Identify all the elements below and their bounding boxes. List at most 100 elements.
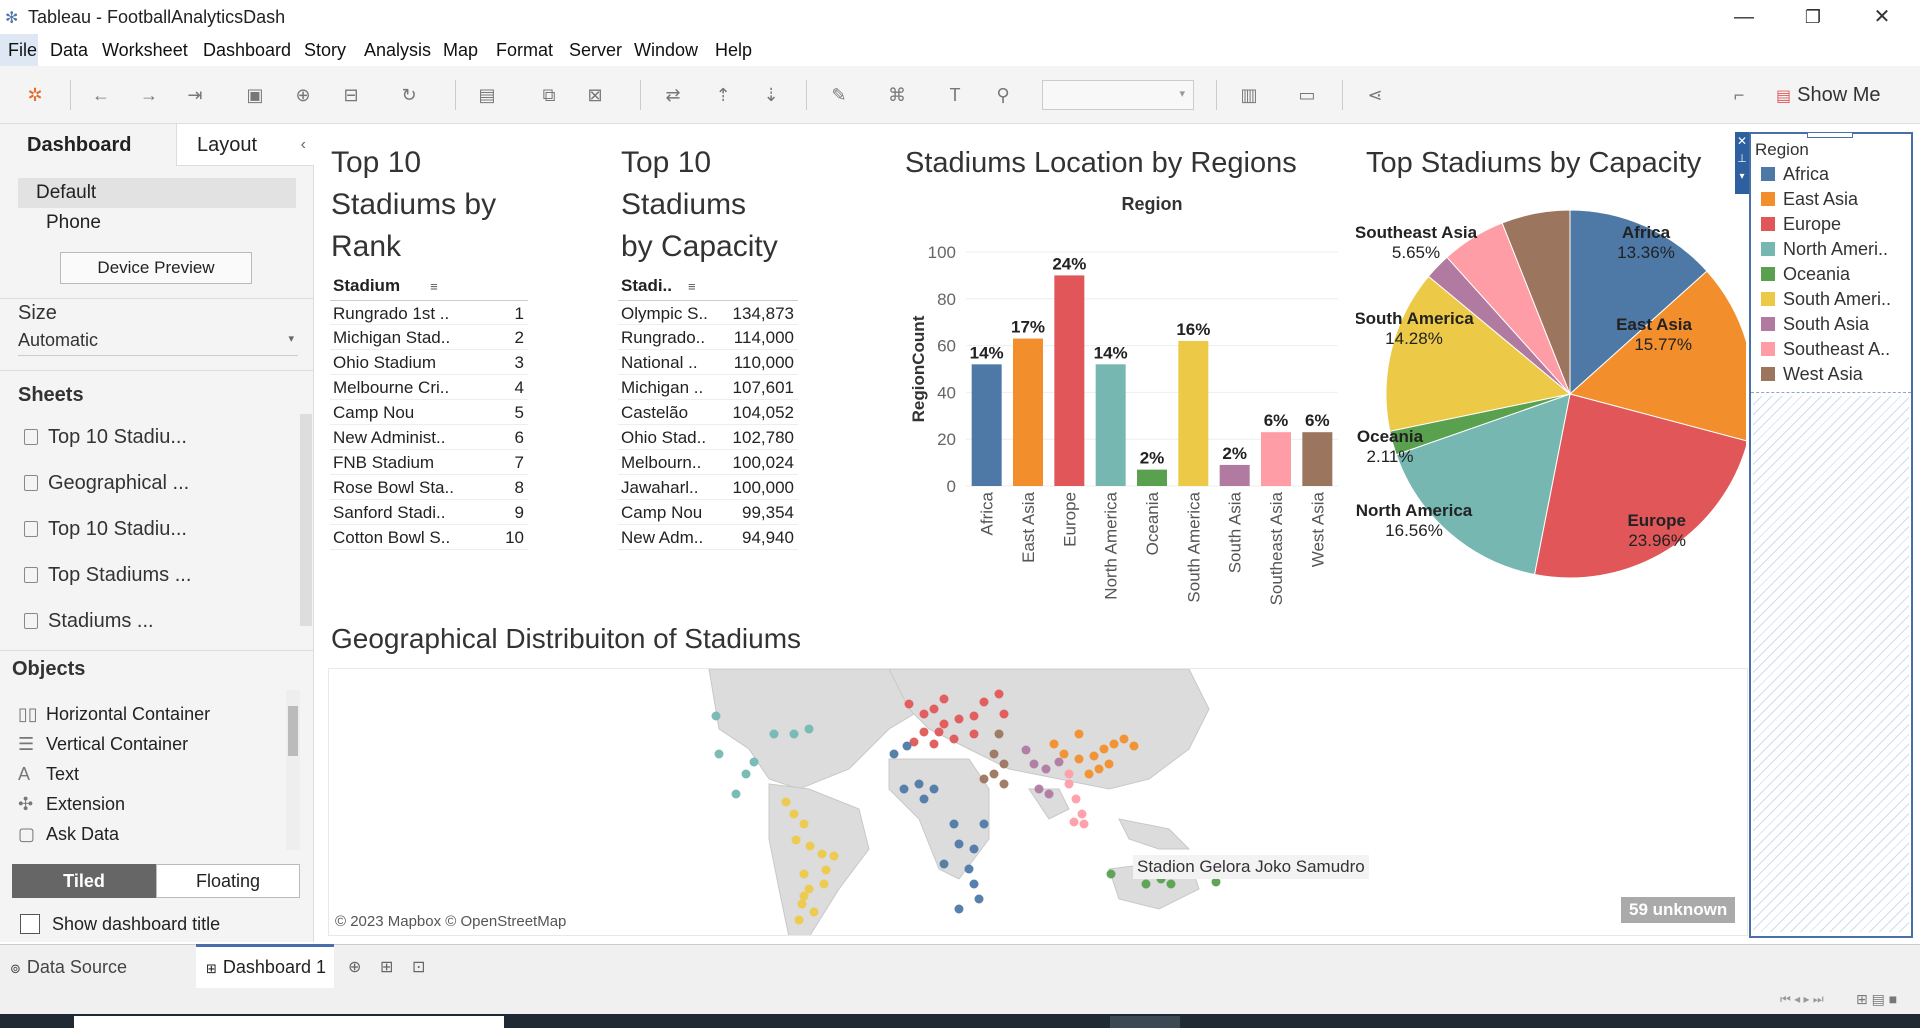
highlight-icon[interactable]: ✎ xyxy=(831,85,847,105)
legend-item[interactable]: Oceania xyxy=(1761,264,1850,285)
stadium-point[interactable] xyxy=(1141,879,1151,889)
stadium-point[interactable] xyxy=(979,697,989,707)
stadium-point[interactable] xyxy=(1044,789,1054,799)
stadium-point[interactable] xyxy=(809,907,819,917)
region-legend[interactable]: ✕ ⊥ ▾ Region Africa East Asia Europe North … xyxy=(1735,132,1913,938)
stadium-point[interactable] xyxy=(954,839,964,849)
table-row[interactable]: FNB Stadium 7 xyxy=(330,450,528,475)
stadium-point[interactable] xyxy=(964,864,974,874)
object-ask-data[interactable]: ▢ Ask Data xyxy=(18,824,120,844)
chevron-down-icon[interactable]: ▾ xyxy=(1739,171,1745,182)
bar-chart[interactable]: Region RegionCount 0 20 40 60 80 100 14% Africa 17… xyxy=(896,186,1366,606)
table-row[interactable]: Ohio Stad.. 102,780 xyxy=(618,425,798,450)
pie-slice[interactable] xyxy=(1395,393,1571,576)
stadium-point[interactable] xyxy=(1166,879,1176,889)
unknown-indicator[interactable]: 59 unknown xyxy=(1621,897,1736,923)
share-icon[interactable]: ⋖ xyxy=(1367,85,1383,105)
sort-descending-icon[interactable]: ⇣ xyxy=(763,85,779,105)
stadium-point[interactable] xyxy=(1211,877,1221,887)
refresh-icon[interactable]: ↻ xyxy=(401,85,417,105)
pie-slice[interactable] xyxy=(1569,209,1708,396)
tableau-home-icon[interactable]: ✲ xyxy=(27,85,43,105)
dashboard-1-tab[interactable]: ⊞ Dashboard 1 xyxy=(196,944,334,989)
stadium-point[interactable] xyxy=(1084,769,1094,779)
legend-item[interactable]: Europe xyxy=(1761,214,1841,235)
object-text[interactable]: A Text xyxy=(18,764,80,784)
table-row[interactable]: Castelão 104,052 xyxy=(618,400,798,425)
stadium-point[interactable] xyxy=(741,769,751,779)
stadium-point[interactable] xyxy=(714,749,724,759)
object-vertical-container[interactable]: ☰ Vertical Container xyxy=(18,734,189,754)
restore-icon[interactable]: ❐ xyxy=(1804,7,1822,27)
sort-icon[interactable]: ≡ xyxy=(688,279,696,294)
show-cards-icon[interactable]: ▥ xyxy=(1240,85,1258,105)
data-source-tab[interactable]: ⊚ Data Source xyxy=(10,957,127,977)
bar[interactable] xyxy=(971,364,1002,486)
new-worksheet-icon[interactable]: ⊕ xyxy=(348,959,362,976)
stadium-point[interactable] xyxy=(817,849,827,859)
stadium-point[interactable] xyxy=(979,819,989,829)
stadium-point[interactable] xyxy=(1021,745,1031,755)
stadium-point[interactable] xyxy=(969,729,979,739)
stadium-point[interactable] xyxy=(974,894,984,904)
stadium-point[interactable] xyxy=(1119,734,1129,744)
stadium-point[interactable] xyxy=(731,789,741,799)
legend-item[interactable]: South Ameri.. xyxy=(1761,289,1891,310)
labels-icon[interactable]: T xyxy=(949,85,961,105)
stadium-point[interactable] xyxy=(749,757,759,767)
pie-slice[interactable] xyxy=(1568,270,1746,442)
pie-slice[interactable] xyxy=(1533,393,1746,579)
close-icon[interactable]: ✕ xyxy=(1736,134,1748,148)
stadium-point[interactable] xyxy=(1064,769,1074,779)
stadium-point[interactable] xyxy=(989,749,999,759)
bar[interactable] xyxy=(1095,364,1126,486)
menu-dashboard[interactable]: Dashboard xyxy=(203,40,292,60)
bar[interactable] xyxy=(1178,340,1209,486)
stadium-point[interactable] xyxy=(794,915,804,925)
stadium-point[interactable] xyxy=(902,741,912,751)
menu-help[interactable]: Help xyxy=(715,40,753,60)
stadium-point[interactable] xyxy=(889,749,899,759)
table-row[interactable]: Rose Bowl Sta.. 8 xyxy=(330,475,528,500)
stadium-point[interactable] xyxy=(1129,741,1139,751)
stadium-point[interactable] xyxy=(829,851,839,861)
sheet-item[interactable]: Stadiums ... xyxy=(24,610,154,633)
stadium-point[interactable] xyxy=(1079,819,1089,829)
stadium-point[interactable] xyxy=(949,819,959,829)
table-row[interactable]: Camp Nou 5 xyxy=(330,400,528,425)
table-row[interactable]: Sanford Stadi.. 9 xyxy=(330,500,528,525)
pause-updates-icon[interactable]: ⊟ xyxy=(343,85,359,105)
table-row[interactable]: Ohio Stadium 3 xyxy=(330,350,528,375)
pie-slice[interactable] xyxy=(1385,275,1572,432)
minimize-icon[interactable]: — xyxy=(1734,6,1754,28)
capacity-table-header[interactable]: Stadi.. ≡ xyxy=(621,276,696,295)
stadium-point[interactable] xyxy=(769,729,779,739)
stadium-point[interactable] xyxy=(1041,764,1051,774)
nav-arrows-icon[interactable]: ⏮ ◂ ▸ ⏭ xyxy=(1780,992,1824,1006)
stadium-point[interactable] xyxy=(1069,817,1079,827)
undo-icon[interactable]: ← xyxy=(92,85,110,105)
stadium-point[interactable] xyxy=(999,709,1009,719)
stadium-point[interactable] xyxy=(789,809,799,819)
device-default[interactable]: Default xyxy=(18,178,296,208)
table-row[interactable]: Melbourne Cri.. 4 xyxy=(330,375,528,400)
stadium-point[interactable] xyxy=(1049,739,1059,749)
legend-item[interactable]: Southeast A.. xyxy=(1761,339,1890,360)
stadium-point[interactable] xyxy=(799,869,809,879)
stadium-point[interactable] xyxy=(1074,754,1084,764)
collapse-icon[interactable]: ‹ xyxy=(300,136,306,153)
stadium-point[interactable] xyxy=(949,734,959,744)
stadium-point[interactable] xyxy=(711,711,721,721)
stadium-point[interactable] xyxy=(994,689,1004,699)
stadium-point[interactable] xyxy=(929,784,939,794)
stadium-point[interactable] xyxy=(919,727,929,737)
bar[interactable] xyxy=(1054,275,1085,486)
table-row[interactable]: New Adm.. 94,940 xyxy=(618,525,798,550)
table-row[interactable]: Michigan .. 107,601 xyxy=(618,375,798,400)
pie-slice[interactable] xyxy=(1501,209,1571,395)
sheet-item[interactable]: Top 10 Stadiu... xyxy=(24,426,187,449)
size-dropdown[interactable]: Automatic ▾ xyxy=(18,330,298,356)
sheet-item[interactable]: Top Stadiums ... xyxy=(24,564,191,587)
stadium-point[interactable] xyxy=(1074,729,1084,739)
